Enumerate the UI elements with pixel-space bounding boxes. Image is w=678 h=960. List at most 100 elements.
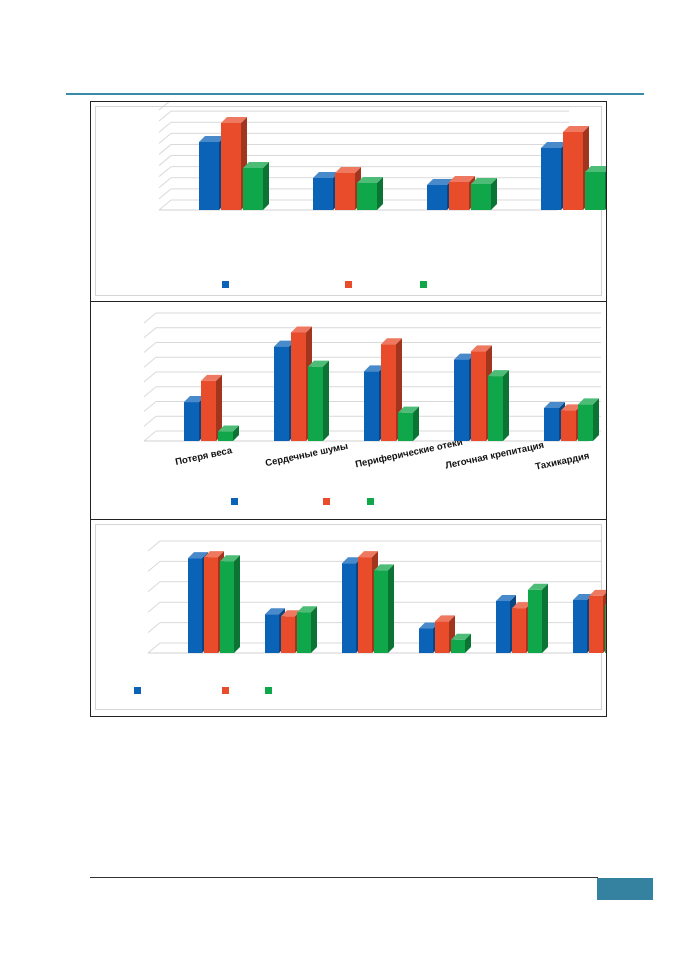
- bar-3-cat2-s3: [297, 606, 317, 653]
- bar-side: [216, 374, 222, 441]
- grid-depth-line: [158, 121, 172, 133]
- bar-side: [413, 406, 419, 441]
- bar-top: [265, 608, 285, 615]
- bar-front: [201, 380, 216, 441]
- bar-front: [496, 600, 510, 653]
- grid-depth-line: [143, 327, 157, 339]
- bar-front: [313, 178, 333, 210]
- bar-top: [471, 178, 497, 184]
- bar-side: [234, 555, 240, 653]
- bar-side: [593, 398, 599, 441]
- bar-front: [220, 561, 234, 653]
- bar-1-cat4-s3: [585, 166, 606, 210]
- bar-top: [573, 593, 593, 600]
- bar-top: [589, 589, 606, 596]
- bar-top: [291, 326, 312, 333]
- bar-front: [585, 172, 605, 210]
- bar-top: [184, 396, 205, 403]
- grid-depth-line: [158, 155, 172, 166]
- bar-top: [512, 602, 532, 609]
- bar-front: [398, 412, 413, 441]
- grid-depth-line: [147, 540, 161, 552]
- bar-top: [578, 398, 599, 405]
- bar-front: [381, 344, 396, 441]
- bar-front: [451, 639, 465, 653]
- bar-top: [364, 365, 385, 372]
- bar-top: [605, 604, 606, 606]
- bar-top: [297, 606, 317, 613]
- bar-front: [297, 612, 311, 653]
- bar-2-cat2-s3: [308, 360, 329, 441]
- bar-1-cat4-s2: [563, 126, 589, 210]
- bar-top: [199, 136, 225, 142]
- header-rule: [66, 93, 644, 95]
- bar-side: [542, 583, 548, 653]
- legend-swatch-2: [323, 498, 330, 505]
- bar-3-cat5-s3: [528, 583, 548, 653]
- bar-front: [544, 407, 559, 441]
- bar-top: [419, 622, 439, 629]
- bar-front: [541, 148, 561, 210]
- bar-front: [449, 182, 469, 210]
- bar-top: [528, 583, 548, 590]
- bar-side: [263, 162, 269, 210]
- bar-side: [233, 425, 239, 441]
- bar-front: [265, 614, 279, 653]
- bar-front: [561, 410, 576, 441]
- bar-top: [454, 353, 475, 360]
- x-tick-label: Тахикардия: [534, 451, 590, 473]
- bar-front: [274, 346, 289, 441]
- bar-side: [605, 171, 606, 210]
- bar-front: [364, 371, 379, 441]
- bar-3-cat4-s2: [435, 615, 455, 653]
- grid-depth-line: [143, 386, 157, 398]
- bar-front: [218, 431, 233, 441]
- bar-front: [427, 185, 447, 210]
- bar-3-cat6-s3: [605, 604, 606, 653]
- legend-swatch-3: [420, 281, 427, 288]
- grid-depth-line: [158, 110, 172, 122]
- legend-swatch-2: [222, 687, 229, 694]
- bar-top: [308, 360, 329, 367]
- bar-front: [512, 608, 526, 653]
- legend-swatch-3: [367, 498, 374, 505]
- bar-top: [496, 594, 516, 601]
- bar-front: [605, 605, 606, 653]
- bar-chart-2: Потеря веса Сердечные шумы Периферические …: [143, 312, 601, 505]
- chart-frame-1: [90, 101, 607, 303]
- bar-top: [218, 425, 239, 432]
- grid-depth-line: [147, 561, 161, 572]
- bar-front: [342, 563, 356, 653]
- bar-front: [221, 123, 241, 210]
- bar-top: [358, 551, 378, 558]
- bar-top: [449, 176, 475, 182]
- bar-2-cat1-s2: [201, 374, 222, 441]
- bar-top: [398, 406, 419, 413]
- bar-front: [308, 366, 323, 441]
- bar-3-cat1-s3: [220, 555, 240, 653]
- grid-depth-line: [143, 356, 157, 368]
- bar-1-cat2-s3: [357, 177, 383, 210]
- bar-top: [357, 177, 383, 183]
- grid-depth-line: [147, 622, 161, 633]
- legend-swatch-3: [265, 687, 272, 694]
- bar-front: [199, 142, 219, 210]
- bar-top: [451, 633, 471, 640]
- bar-front: [188, 558, 202, 653]
- bar-top: [381, 338, 402, 345]
- bar-1-cat1-s3: [243, 162, 269, 210]
- bar-top: [561, 404, 582, 411]
- bar-front: [471, 184, 491, 210]
- bar-top: [221, 117, 247, 123]
- bar-top: [435, 615, 455, 622]
- bar-2-cat3-s3: [398, 406, 419, 441]
- grid-depth-line: [147, 601, 161, 613]
- legend-swatch-1: [134, 687, 141, 694]
- bar-side: [465, 633, 471, 653]
- legend-swatch-1: [222, 281, 229, 288]
- bar-front: [563, 132, 583, 210]
- bar-top: [335, 167, 361, 173]
- bar-side: [491, 178, 497, 210]
- bar-top: [471, 345, 492, 352]
- bar-top: [313, 172, 339, 178]
